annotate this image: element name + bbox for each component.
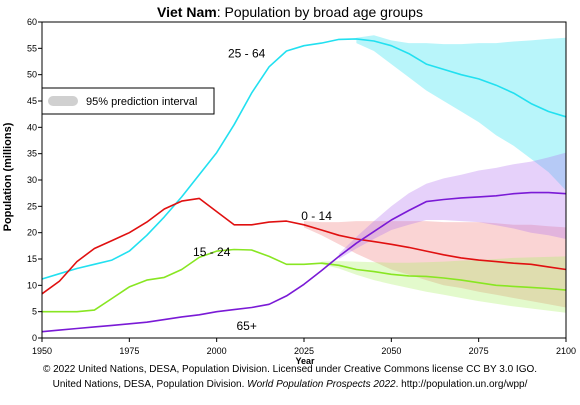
x-tick-label: 1950: [32, 346, 52, 356]
series-label-0-14: 0 - 14: [301, 209, 332, 223]
y-tick-label: 50: [27, 70, 37, 80]
plot-background: [42, 22, 566, 338]
footer-copyright: © 2022 United Nations, DESA, Population …: [42, 364, 538, 375]
y-tick-label: 35: [27, 149, 37, 159]
x-tick-label: 2025: [294, 346, 314, 356]
series-label-65: 65+: [236, 319, 256, 333]
series-line-15-24: [42, 248, 567, 313]
y-tick-label: 0: [32, 333, 37, 343]
series-label-25-64: 25 - 64: [228, 47, 266, 61]
series-line-25-64: [41, 38, 567, 280]
footer-citation: United Nations, DESA, Population Divisio…: [0, 379, 580, 390]
legend: 95% prediction interval: [41, 87, 215, 115]
chart-title-rest: : Population by broad age groups: [217, 4, 423, 20]
footer-citation-prefix: United Nations, DESA, Population Divisio…: [52, 379, 248, 390]
x-axis-label: Year: [295, 356, 315, 366]
y-tick-label: 30: [27, 175, 37, 185]
band-15-24: [321, 256, 566, 313]
series-label-15-24: 15 - 24: [193, 245, 231, 259]
x-tick-label: 2000: [207, 346, 227, 356]
chart-title-country: Viet Nam: [157, 4, 217, 20]
y-axis-label: Population (millions): [2, 122, 14, 231]
footer-citation-title: World Population Prospects 2022: [247, 379, 396, 390]
band-65: [338, 152, 566, 259]
y-tick-label: 60: [27, 17, 37, 27]
band-25-64: [356, 35, 566, 191]
series-line-0-14: [41, 197, 567, 295]
y-tick-label: 25: [27, 201, 37, 211]
y-tick-label: 5: [32, 307, 37, 317]
y-tick-label: 20: [27, 228, 37, 238]
x-tick-label: 2075: [469, 346, 489, 356]
series-line-65: [41, 191, 567, 333]
x-tick-label: 1975: [119, 346, 139, 356]
y-tick-label: 45: [27, 96, 37, 106]
y-tick-label: 10: [27, 280, 37, 290]
y-tick-label: 15: [27, 254, 37, 264]
x-tick-label: 2100: [556, 346, 576, 356]
chart-title: Viet Nam: Population by broad age groups: [157, 4, 423, 20]
y-tick-label: 40: [27, 122, 37, 132]
x-tick-label: 2050: [381, 346, 401, 356]
y-tick-label: 55: [27, 43, 37, 53]
legend-label: 95% prediction interval: [86, 96, 197, 108]
legend-swatch: [48, 96, 78, 106]
footer-citation-suffix: . http://population.un.org/wpp/: [395, 379, 528, 390]
